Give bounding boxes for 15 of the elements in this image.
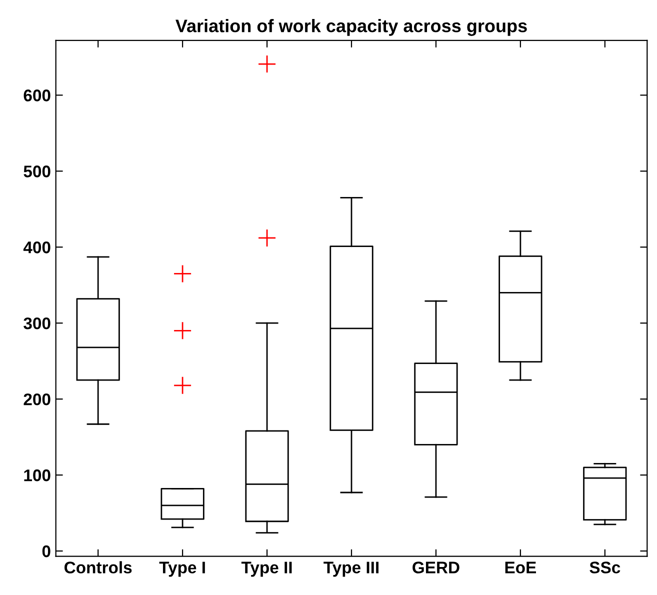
y-tick-label: 200 [24, 393, 50, 406]
x-tick-label: Type III [324, 562, 378, 577]
x-tick-label: EoE [505, 562, 536, 574]
y-tick-label: 300 [24, 317, 50, 330]
y-tick-label: 100 [24, 469, 50, 482]
chart-title: Variation of work capacity across groups [176, 19, 527, 36]
y-tick-label: 500 [24, 166, 50, 178]
x-tick-label: GERD [412, 562, 460, 574]
y-tick-label: 400 [23, 242, 50, 254]
x-tick-label: Type II [241, 562, 292, 577]
x-tick-label: Controls [64, 561, 132, 574]
y-tick-label: 0 [42, 545, 50, 558]
x-tick-label: Type I [159, 562, 205, 577]
y-tick-label: 600 [24, 90, 50, 102]
x-tick-label: SSc [590, 562, 620, 574]
